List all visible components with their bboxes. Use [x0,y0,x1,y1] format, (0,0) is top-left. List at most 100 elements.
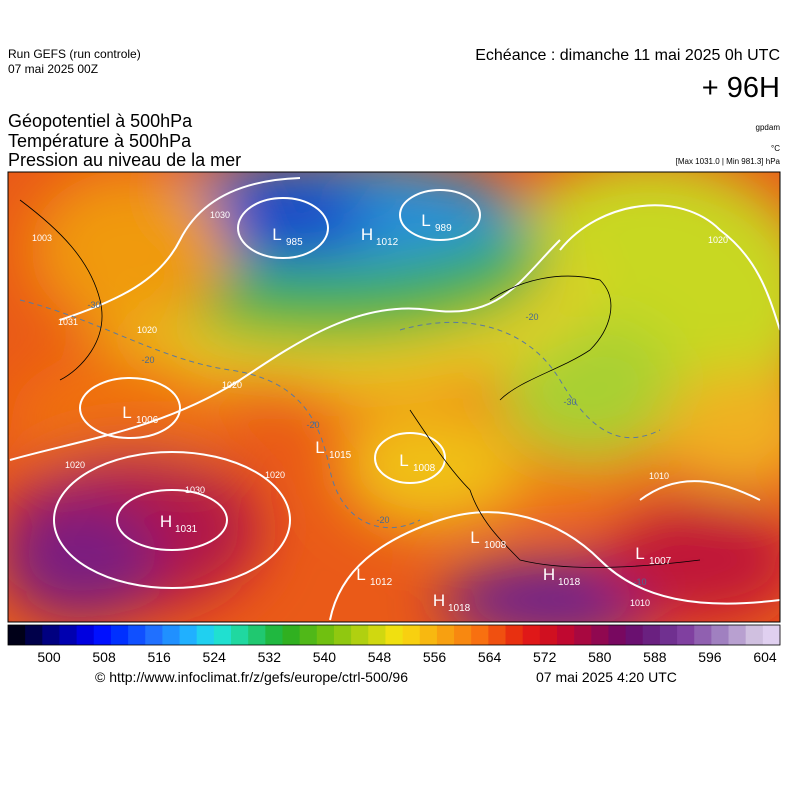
center-value: 989 [435,223,452,234]
contour-label: -30 [87,300,100,310]
colorbar-frame [7,624,781,646]
title: Géopotentiel à 500hPa [8,111,193,131]
center-value: 1018 [448,603,471,614]
contour-label: -20 [525,312,538,322]
colorbar-swatch [76,625,95,645]
isotherms [19,299,661,529]
colorbar-label: 556 [423,649,447,665]
contour-label: -20 [306,420,319,430]
colorbar-swatch [145,625,163,645]
colorbar-swatch [419,625,438,645]
colorbar-swatch [505,625,524,645]
contour-label: 1003 [32,233,52,243]
center-value: 1007 [649,556,672,567]
colorbar-swatch [711,625,730,645]
contour-label: 1010 [649,471,669,481]
colorbar-label: 596 [698,649,722,665]
contour-label: 1031 [58,317,78,327]
colorbar-swatch [591,625,609,645]
center-value: 1008 [484,540,507,551]
contour-label: -10 [633,577,646,587]
lead-time: + 96H [702,72,780,104]
colorbar-swatch [248,625,266,645]
colorbar-swatch [608,625,627,645]
contour-label: -20 [141,355,154,365]
colorbar-label: 588 [643,649,667,665]
colorbar-swatch [694,625,712,645]
center-letter: H [160,512,172,531]
colorbar-swatch [316,625,335,645]
colorbar-swatch [436,625,455,645]
center-letter: L [315,438,324,457]
contour-label: 1020 [222,380,242,390]
footer-url: © http://www.infoclimat.fr/z/gefs/europe… [95,669,408,685]
center-value: 1012 [376,237,399,248]
colorbar-swatch [110,625,129,645]
center-letter: L [122,403,131,422]
contour-label: 1020 [137,325,157,335]
colorbar-swatch [745,625,764,645]
unit: gpdam [756,123,781,132]
contour-label: 1020 [708,235,728,245]
center-value: 985 [286,237,303,248]
colorbar-swatch [8,625,26,645]
colorbar-label: 580 [588,649,612,665]
contour-label: 1030 [210,210,230,220]
colorbar-swatch [574,625,592,645]
colorbar-label: 516 [147,649,171,665]
footer-issued: 07 mai 2025 4:20 UTC [536,669,677,685]
colorbar-swatch [299,625,318,645]
colorbar-label: 548 [368,649,392,665]
isobars [9,177,780,621]
unit: [Max 1031.0 | Min 981.3] hPa [676,157,781,166]
colorbar-swatch [93,625,112,645]
map-frame [7,171,781,623]
center-letter: H [433,591,445,610]
colorbar-swatch [522,625,541,645]
colorbar-swatch [42,625,60,645]
colorbar-swatch [762,625,781,645]
contour-label: 1010 [630,598,650,608]
colorbar-label: 500 [37,649,61,665]
colorbar-swatch [213,625,232,645]
colorbar-swatch [625,625,644,645]
colorbar-swatch [728,625,747,645]
colorbar-swatch [642,625,661,645]
run-date: 07 mai 2025 00Z [8,62,98,76]
valid-time: Echéance : dimanche 11 mai 2025 0h UTC [475,47,780,64]
colorbar-swatch [351,625,369,645]
center-value: 1008 [413,463,436,474]
center-letter: L [421,211,430,230]
colorbar-swatch [265,625,283,645]
contour-label: -30 [563,397,576,407]
center-value: 1012 [370,577,393,588]
colorbar-swatch [368,625,386,645]
colorbar-label: 524 [203,649,227,665]
colorbar-label: 604 [753,649,777,665]
center-letter: L [272,225,281,244]
colorbar-swatch [539,625,558,645]
colorbar-swatch [556,625,575,645]
colorbar-swatch [659,625,678,645]
contour-label: 1020 [265,470,285,480]
contour-label: 1030 [185,485,205,495]
center-letter: H [543,565,555,584]
contour-label: -20 [376,515,389,525]
colorbar-swatch [333,625,352,645]
coastlines [19,199,701,568]
center-value: 1015 [329,450,352,461]
colorbar-swatch [677,625,695,645]
colorbar-swatch [454,625,472,645]
colorbar-label: 564 [478,649,502,665]
center-value: 1018 [558,577,581,588]
colorbar-label: 508 [92,649,116,665]
center-letter: L [356,565,365,584]
colorbar-swatch [231,625,249,645]
center-letter: L [635,544,644,563]
unit: °C [771,144,780,153]
colorbar-label: 572 [533,649,557,665]
center-letter: H [361,225,373,244]
colorbar-swatch [402,625,421,645]
